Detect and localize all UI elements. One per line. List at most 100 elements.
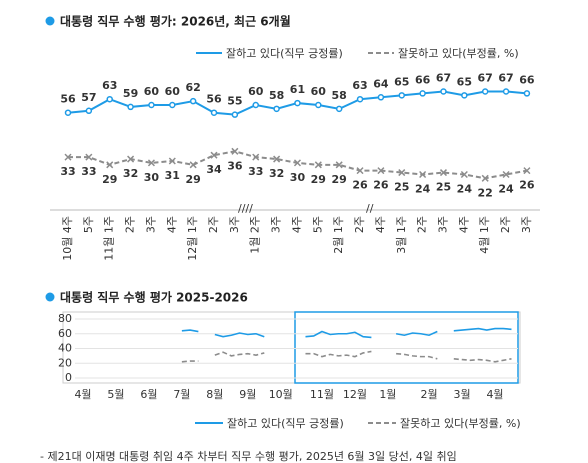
point (502, 170, 510, 179)
point (460, 170, 468, 179)
data-label: 25 (436, 181, 451, 194)
x-tick-label: 11월 1주 (103, 216, 116, 261)
data-label: 60 (165, 85, 181, 98)
data-label: 61 (290, 83, 305, 96)
series-line (181, 329, 199, 333)
series-line (395, 330, 438, 337)
data-label: 63 (102, 79, 117, 92)
x-tick-label: 2주 (499, 216, 512, 233)
point (106, 161, 114, 169)
point (315, 101, 322, 109)
point (127, 103, 134, 111)
point (147, 159, 155, 167)
point (273, 155, 281, 163)
x-tick-label: 11월 (310, 388, 334, 401)
x-tick-label: 4주 (165, 216, 178, 233)
series-line (214, 351, 265, 357)
data-label: 24 (498, 182, 514, 195)
point (169, 101, 176, 109)
point (231, 111, 239, 118)
data-label: 58 (269, 89, 284, 102)
data-label: 58 (332, 89, 347, 102)
point (64, 109, 72, 116)
data-label: 63 (352, 79, 367, 92)
data-label: 33 (248, 165, 263, 178)
point (252, 101, 259, 109)
point (377, 167, 385, 175)
data-label: 31 (165, 169, 180, 182)
point (189, 97, 197, 105)
legend-label: 잘하고 있다(직무 긍정률) (226, 46, 343, 60)
data-label: 29 (102, 173, 117, 186)
x-tick-label: 12월 1주 (186, 216, 199, 261)
x-tick-label: 3주 (228, 216, 241, 233)
y-tick-label: 40 (58, 342, 72, 355)
data-label: 57 (81, 91, 96, 104)
data-label: 26 (352, 179, 368, 192)
point (481, 88, 489, 95)
data-label: 67 (478, 71, 493, 84)
data-label: 66 (415, 73, 431, 86)
x-tick-label: 4주 (290, 216, 303, 233)
data-label: 56 (60, 93, 76, 106)
y-tick-label: 60 (58, 327, 72, 340)
point (419, 90, 426, 97)
footnote: - 제21대 이재명 대통령 취임 4주 차부터 직무 수행 평가, 2025년… (40, 449, 457, 463)
x-tick-label: 3월 (453, 388, 470, 401)
x-tick-label: 7월 (173, 388, 190, 401)
data-label: 65 (394, 75, 409, 88)
point (273, 105, 280, 113)
x-tick-label: 1월 2주 (249, 216, 262, 254)
point (419, 170, 427, 179)
data-label: 33 (60, 165, 75, 178)
point (335, 161, 343, 169)
y-tick-label: 20 (58, 356, 72, 369)
data-label: 67 (436, 71, 451, 84)
data-label: 33 (81, 165, 96, 178)
data-label: 59 (123, 87, 138, 100)
point (210, 109, 218, 116)
point (356, 95, 364, 103)
data-label: 29 (186, 173, 201, 186)
data-label: 34 (206, 163, 222, 176)
x-tick-label: 5주 (311, 216, 324, 233)
series-line (453, 358, 512, 363)
x-tick-label: 10월 (269, 388, 293, 401)
point (231, 147, 239, 155)
x-tick-label: 1월 (379, 388, 396, 401)
x-tick-label: 3주 (144, 216, 157, 233)
data-label: 26 (519, 179, 535, 192)
x-tick-label: 9월 (239, 388, 256, 401)
axis-break: // (366, 202, 374, 215)
point (481, 174, 489, 182)
x-tick-label: 12월 (343, 388, 367, 401)
data-label: 55 (227, 95, 242, 108)
bullet (45, 16, 55, 26)
point (210, 151, 218, 159)
x-tick-label: 4월 (74, 388, 91, 401)
data-label: 60 (144, 85, 160, 98)
data-label: 26 (373, 179, 389, 192)
x-tick-label: 3주 (270, 216, 283, 233)
legend-label: 잘못하고 있다(부정률, %) (398, 46, 519, 60)
data-label: 62 (186, 81, 201, 94)
data-label: 60 (311, 85, 327, 98)
chart-title: 대통령 직무 수행 평가 2025-2026 (60, 290, 248, 305)
x-tick-label: 8월 (206, 388, 223, 401)
point (314, 161, 322, 169)
data-label: 32 (123, 167, 138, 180)
x-tick-label: 2월 (421, 388, 438, 401)
data-label: 65 (457, 75, 472, 88)
data-label: 67 (498, 71, 513, 84)
x-tick-label: 4주 (374, 216, 387, 233)
data-label: 24 (415, 182, 431, 195)
point (106, 95, 113, 103)
point (252, 153, 260, 161)
point (523, 167, 531, 175)
x-tick-label: 3월 1주 (395, 216, 408, 254)
data-label: 25 (394, 181, 409, 194)
highlight-box (294, 311, 519, 384)
series-line (181, 360, 199, 363)
data-label: 29 (332, 173, 347, 186)
